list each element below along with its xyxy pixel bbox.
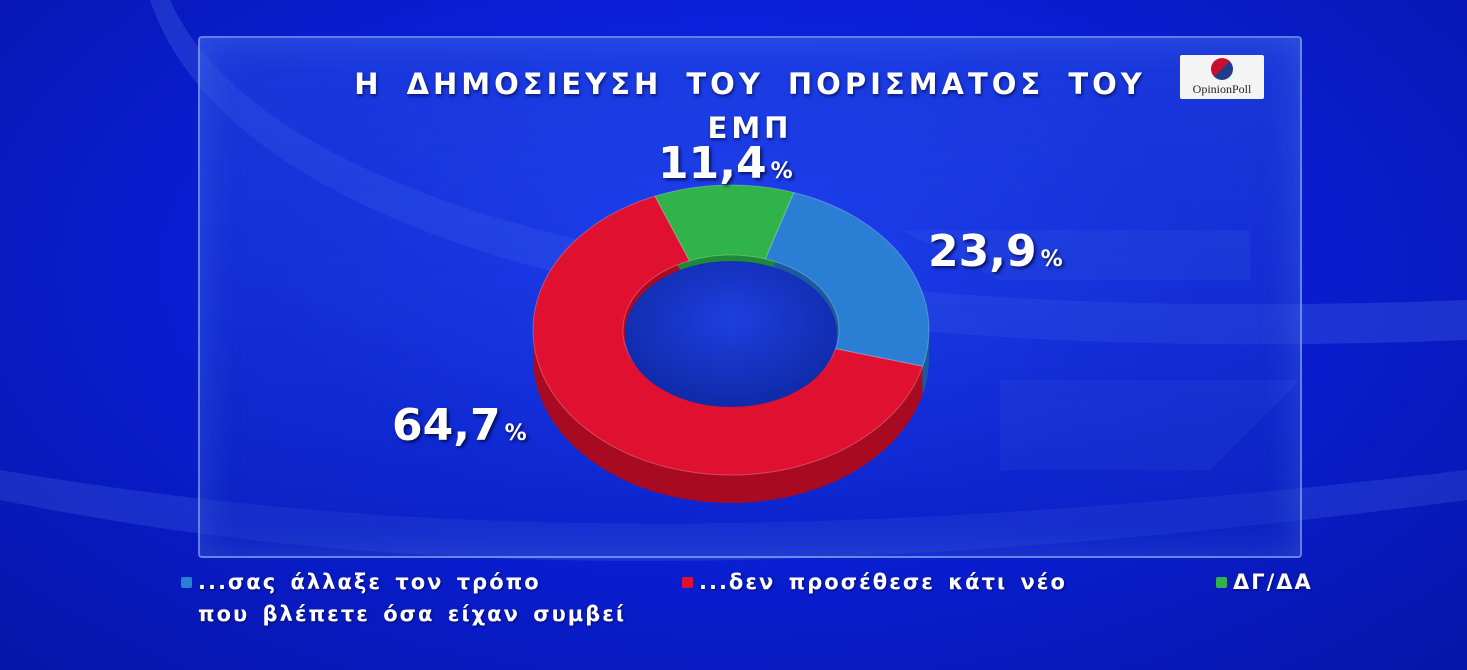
opinionpoll-logo: OpinionPoll <box>1180 55 1264 99</box>
slice-blue <box>764 191 930 367</box>
label-red-percent: % <box>504 421 527 446</box>
legend-swatch-green <box>1216 577 1227 588</box>
label-red: 64,7% <box>392 400 527 451</box>
label-blue-percent: % <box>1040 247 1063 272</box>
logo-text: OpinionPoll <box>1192 82 1252 96</box>
label-green-value: 11,4 <box>658 138 767 189</box>
legend-item-red: ...δεν προσέθεσε κάτι νέο <box>699 566 1067 598</box>
donut-hole <box>625 261 837 407</box>
legend-swatch-red <box>682 577 693 588</box>
label-blue-value: 23,9 <box>928 226 1037 277</box>
label-red-value: 64,7 <box>392 400 501 451</box>
slice-green <box>654 184 795 262</box>
legend-green-label: ΔΓ/ΔΑ <box>1233 570 1313 594</box>
label-blue: 23,9% <box>928 226 1063 277</box>
legend-swatch-blue <box>181 577 192 588</box>
label-green: 11,4% <box>658 138 793 189</box>
legend-blue-line1: ...σας άλλαξε τον τρόπο <box>198 570 541 594</box>
chart-title: Η ΔΗΜΟΣΙΕΥΣΗ ΤΟΥ ΠΟΡΙΣΜΑΤΟΣ ΤΟΥ ΕΜΠ <box>354 67 1146 145</box>
label-green-percent: % <box>770 159 793 184</box>
legend-item-blue: ...σας άλλαξε τον τρόπο που βλέπετε όσα … <box>198 566 626 630</box>
legend-item-green: ΔΓ/ΔΑ <box>1233 566 1313 598</box>
legend-red-label: ...δεν προσέθεσε κάτι νέο <box>699 570 1067 594</box>
legend-blue-line2: που βλέπετε όσα είχαν συμβεί <box>198 602 627 626</box>
logo-mark-icon <box>1211 58 1233 80</box>
